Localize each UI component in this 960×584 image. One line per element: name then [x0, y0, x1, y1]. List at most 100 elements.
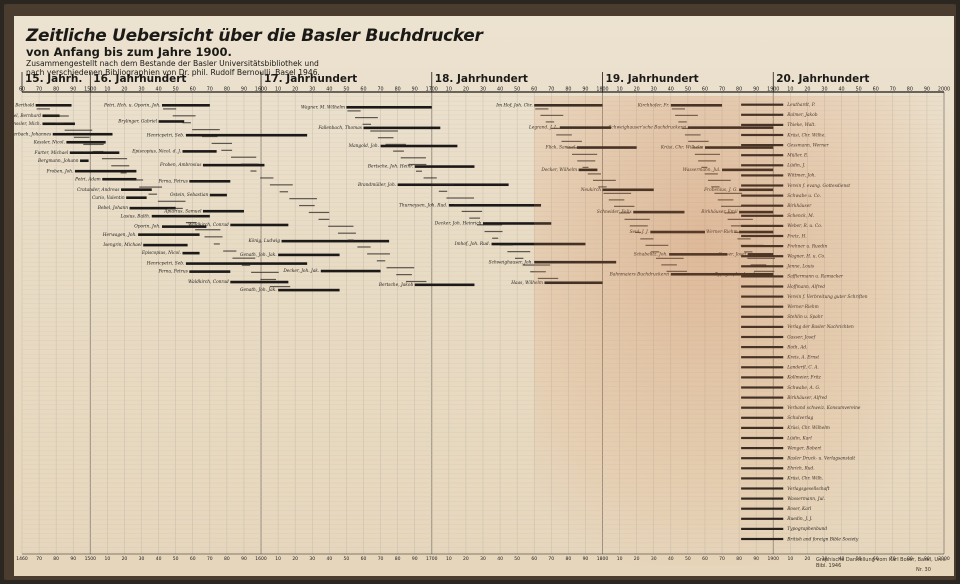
recent-printer-label: Frehner u. Ruedin	[786, 244, 827, 249]
bottom-tick-label: 80	[566, 556, 572, 562]
recent-range-bar	[741, 325, 784, 328]
bottom-tick-label: 90	[924, 556, 930, 562]
printer-label: Bergmann, Johann	[37, 159, 79, 164]
minor-range-bar	[640, 238, 654, 240]
range-bar	[320, 269, 381, 273]
minor-range-bar	[250, 170, 257, 172]
top-tick-label: 90	[753, 87, 759, 93]
recent-range-bar	[741, 426, 784, 429]
range-bar	[202, 209, 244, 213]
minor-range-bar	[386, 267, 415, 269]
printer-label: Wassermann, Jul.	[683, 168, 721, 173]
bottom-tick-label: 30	[651, 556, 657, 562]
minor-range-bar	[129, 179, 144, 181]
printer-label: Bebel, Johann	[97, 206, 129, 211]
recent-printer-label: Kreis, A. Ernst	[786, 356, 819, 361]
top-tick-label: 30	[651, 87, 657, 93]
minor-range-bar	[431, 184, 455, 186]
recent-printer-label: Krüsi, Chr. Wilh.	[786, 477, 823, 482]
minor-range-bar	[737, 238, 751, 240]
minor-range-bar	[64, 129, 93, 131]
minor-range-bar	[370, 130, 398, 132]
minor-range-bar	[269, 285, 291, 288]
recent-printer-label: Verein f. evang. Gottesdienst	[787, 184, 850, 189]
minor-range-bar	[721, 205, 742, 207]
minor-range-bar	[192, 129, 220, 131]
minor-range-bar	[221, 149, 233, 151]
minor-range-bar	[337, 232, 356, 234]
recent-range-bar	[741, 467, 784, 470]
minor-range-bar	[195, 229, 221, 231]
minor-range-bar	[714, 192, 743, 194]
range-bar	[185, 133, 308, 137]
printer-label: Bahnmaiers Buchdruckerei	[609, 272, 670, 277]
recent-printer-label: Wagner, H. u. Co.	[787, 255, 825, 260]
recent-printer-label: Müller, E.	[786, 154, 808, 159]
top-tick-label: 1800	[596, 87, 608, 93]
minor-range-bar	[550, 127, 579, 129]
printer-label: Froben, Ambrosius	[159, 163, 202, 168]
printer-label: Wagner, M. Wilhelm	[301, 105, 345, 110]
printer-label: Schneider, Felix	[597, 210, 632, 215]
range-bar	[544, 281, 603, 285]
printer-label: Haas, Wilhelm	[510, 281, 543, 286]
bottom-tick-label: 30	[822, 556, 828, 562]
bottom-tick-label: 80	[224, 556, 230, 562]
recent-range-bar	[741, 224, 784, 227]
recent-printer-label: Verlagsgesellschaft	[787, 487, 830, 492]
recent-range-bar	[741, 537, 784, 541]
top-tick-label: 10	[787, 87, 793, 93]
bottom-tick-label: 20	[292, 556, 298, 562]
top-tick-label: 30	[480, 87, 486, 93]
note-line-2: nach verschiedenen Bibliographien von Dr…	[26, 68, 320, 77]
recent-range-bar	[741, 406, 784, 409]
bottom-tick-label: 1500	[85, 556, 97, 562]
printer-label: Decker, Joh. Jak.	[282, 269, 319, 274]
bottom-tick-label: 1900	[768, 556, 780, 562]
bottom-tick-label: 70	[36, 556, 42, 562]
recent-printer-label: Krüsi, Chr. Wilhelm	[786, 426, 830, 431]
top-tick-label: 90	[924, 87, 930, 93]
minor-range-bar	[522, 264, 551, 266]
minor-range-bar	[454, 204, 470, 206]
top-tick-label: 70	[548, 87, 554, 93]
printer-label: Kirchhofer, Fr.	[637, 103, 670, 108]
range-bar	[704, 146, 774, 149]
minor-range-bar	[400, 157, 426, 159]
recent-range-bar	[741, 527, 784, 530]
bottom-tick-label: 90	[753, 556, 759, 562]
top-tick-label: 80	[395, 87, 401, 93]
recent-range-bar	[741, 386, 784, 389]
recent-printer-label: Ruedin, J. J.	[786, 517, 812, 522]
minor-range-bar	[92, 150, 104, 153]
minor-range-bar	[619, 212, 631, 214]
century-label: 15. Jahrh.	[25, 73, 82, 85]
range-bar	[363, 126, 441, 130]
recent-printer-label: Verlag der Basler Nachrichten	[787, 325, 854, 330]
minor-range-bar	[167, 207, 183, 210]
bottom-tick-label: 10	[275, 556, 281, 562]
minor-range-bar	[734, 231, 741, 233]
top-tick-label: 90	[241, 87, 247, 93]
recent-printer-label: Ehrich, Rud.	[786, 467, 814, 472]
range-bar	[534, 260, 617, 264]
top-tick-label: 1500	[84, 87, 96, 93]
bottom-tick-label: 2000	[938, 556, 950, 562]
printer-label: Fallenbach, Thomas	[317, 126, 362, 131]
picture-frame: 15. Jahrh. 16. Jahrhundert 17. Jahrhundert…	[4, 4, 956, 580]
minor-range-bar	[744, 251, 753, 253]
printer-label: Schweighauser'sche Buchdruckerei	[608, 126, 687, 131]
printer-label: Perna, Petrus	[157, 270, 188, 275]
minor-range-bar	[629, 225, 648, 227]
top-tick-label: 60	[531, 87, 537, 93]
minor-range-bar	[571, 153, 598, 155]
minor-range-bar	[241, 264, 251, 266]
range-bar	[739, 188, 774, 192]
recent-range-bar	[741, 315, 784, 318]
minor-range-bar	[111, 165, 130, 167]
bottom-tick-label: 50	[173, 556, 179, 562]
top-tick-label: 40	[326, 87, 332, 93]
printer-label: Typographenbund	[715, 272, 755, 277]
top-tick-label: 50	[685, 87, 691, 93]
printer-label: Bertsche, Joh. Heinr.	[367, 165, 413, 170]
